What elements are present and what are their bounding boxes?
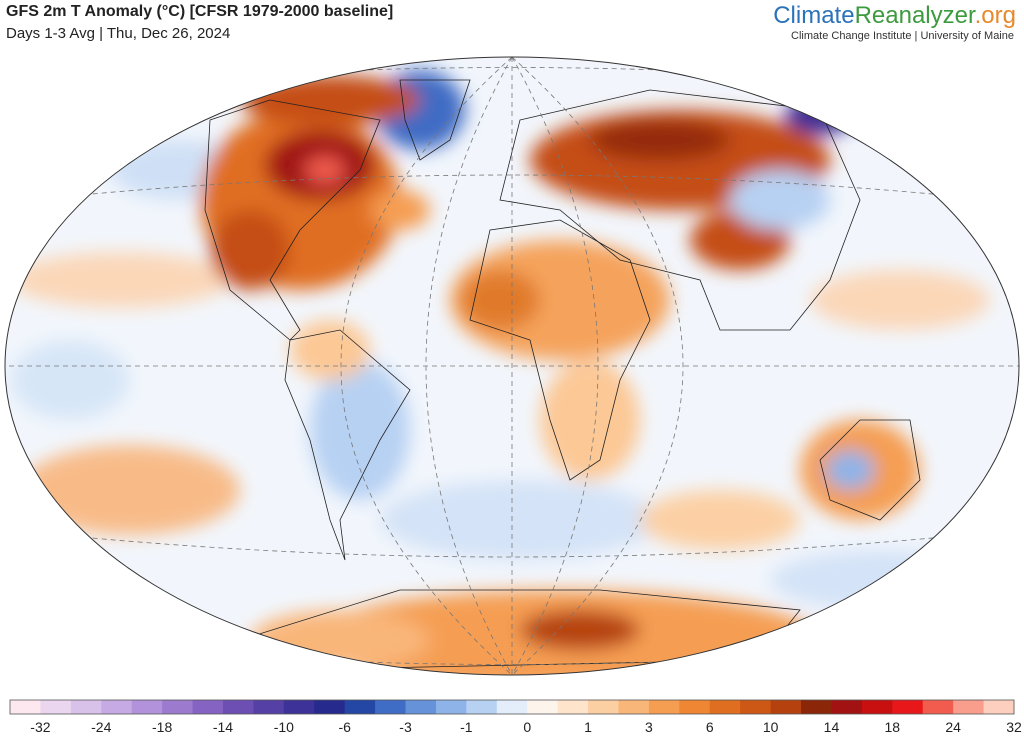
colorbar-label: -6	[338, 719, 351, 735]
colorbar-label: -18	[152, 719, 172, 735]
brand-part: Reanalyzer	[854, 2, 975, 29]
colorbar-swatch	[283, 700, 315, 714]
colorbar-swatch	[983, 700, 1015, 714]
colorbar-swatch	[435, 700, 467, 714]
colorbar-swatch	[466, 700, 498, 714]
colorbar-swatch	[40, 700, 72, 714]
colorbar: -32 -24 -18 -14 -10 -6 -3 -1 0 1 3 6 10 14 18 24 32	[9, 699, 1022, 735]
colorbar-swatch	[557, 700, 589, 714]
colorbar-swatch	[648, 700, 680, 714]
colorbar-swatch	[70, 700, 102, 714]
colorbar-swatch	[405, 700, 437, 714]
colorbar-swatch	[922, 700, 954, 714]
colorbar-swatch	[861, 700, 893, 714]
colorbar-swatch	[801, 700, 832, 714]
colorbar-swatch	[740, 700, 772, 714]
colorbar-swatch	[831, 700, 863, 714]
colorbar-label: 3	[645, 719, 653, 735]
colorbar-label: 24	[945, 719, 961, 735]
colorbar-label: 18	[885, 719, 901, 735]
colorbar-swatch	[618, 700, 650, 714]
colorbar-swatch	[222, 700, 254, 714]
colorbar-swatch	[953, 700, 985, 714]
colorbar-frame	[9, 699, 1015, 715]
colorbar-swatch	[527, 700, 559, 714]
colorbar-label: -24	[91, 719, 111, 735]
colorbar-swatch	[892, 700, 924, 714]
colorbar-swatch	[101, 700, 133, 714]
colorbar-swatch	[679, 700, 711, 714]
colorbar-swatch	[375, 700, 407, 714]
colorbar-label: -3	[399, 719, 412, 735]
anomaly-field	[5, 57, 1019, 675]
colorbar-label: 14	[824, 719, 840, 735]
colorbar-swatch	[162, 700, 194, 714]
colorbar-label: -14	[213, 719, 233, 735]
colorbar-swatch	[344, 700, 376, 714]
colorbar-label: 6	[706, 719, 714, 735]
brand-subtitle: Climate Change Institute | University of…	[791, 30, 1014, 42]
colorbar-swatch	[496, 700, 528, 714]
colorbar-swatch	[253, 700, 285, 714]
colorbar-label: 1	[584, 719, 592, 735]
subtitle: Days 1-3 Avg | Thu, Dec 26, 2024	[6, 25, 231, 42]
colorbar-swatch	[709, 700, 741, 714]
brand-part: .org	[974, 2, 1016, 29]
colorbar-label: 10	[763, 719, 779, 735]
colorbar-label: 0	[523, 719, 531, 735]
colorbar-swatch	[192, 700, 224, 714]
colorbar-label: -1	[460, 719, 473, 735]
colorbar-label: 32	[1006, 719, 1022, 735]
colorbar-swatch	[314, 700, 346, 714]
colorbar-swatch	[770, 700, 802, 714]
colorbar-label: -10	[274, 719, 294, 735]
colorbar-swatch	[131, 700, 163, 714]
title: GFS 2m T Anomaly (°C) [CFSR 1979-2000 ba…	[6, 3, 394, 20]
colorbar-swatch	[10, 700, 41, 714]
brand: ClimateReanalyzer.org	[773, 2, 1016, 30]
brand-part: Climate	[773, 2, 855, 29]
colorbar-swatch	[588, 700, 619, 714]
globe-outline	[4, 56, 1020, 676]
colorbar-label: -32	[30, 719, 50, 735]
